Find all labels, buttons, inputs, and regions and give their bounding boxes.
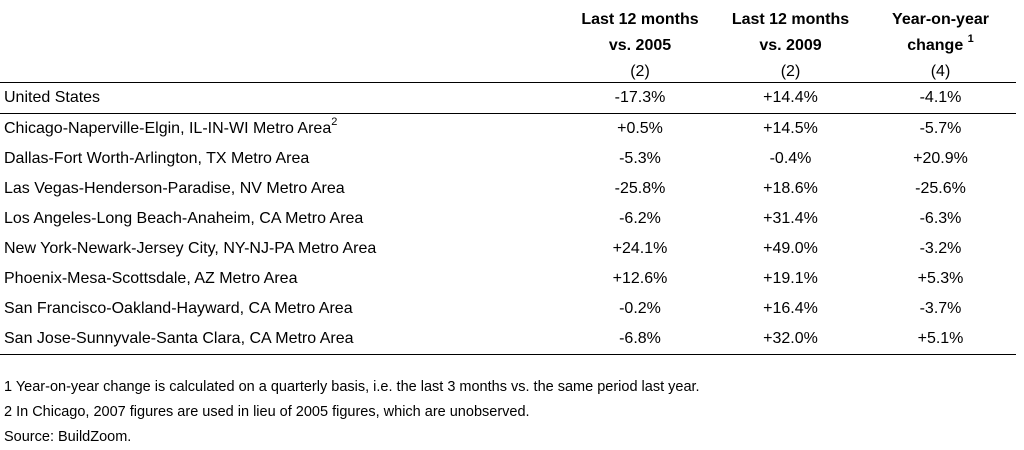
metro-label: San Jose-Sunnyvale-Santa Clara, CA Metro…	[0, 324, 564, 355]
header-col-c-footnote-marker: 1	[967, 32, 974, 45]
header-col-a-num: (2)	[564, 56, 716, 83]
metro-value-c: -3.2%	[919, 240, 962, 257]
header-col-c-line2-cell: change 1	[865, 30, 1016, 56]
footnotes: 1 Year-on-year change is calculated on a…	[4, 375, 700, 450]
metro-value-c: -25.6%	[915, 180, 966, 197]
header-label-spacer-3	[0, 56, 564, 83]
metro-value-a: -6.8%	[564, 324, 716, 355]
header-label-spacer-2	[0, 30, 564, 56]
header-col-c-line1: Year-on-year	[892, 11, 989, 28]
metro-value-a: -6.2%	[619, 210, 661, 227]
national-label: United States	[0, 82, 564, 114]
national-value-b: +14.4%	[716, 82, 865, 114]
header-col-b-line1: Last 12 months	[731, 11, 850, 28]
table-row: Las Vegas-Henderson-Paradise, NV Metro A…	[0, 174, 1016, 204]
table-row: Chicago-Naperville-Elgin, IL-IN-WI Metro…	[0, 114, 1016, 145]
table-row: New York-Newark-Jersey City, NY-NJ-PA Me…	[0, 234, 1016, 264]
metro-value-b: +19.1%	[763, 270, 818, 287]
source-note: Source: BuildZoom.	[4, 429, 132, 445]
metro-comparison-table: Last 12 months Last 12 months Year-on-ye…	[0, 0, 1016, 355]
table-body: United States -17.3% +14.4% -4.1% Chicag…	[0, 82, 1016, 355]
table-row: San Jose-Sunnyvale-Santa Clara, CA Metro…	[0, 324, 1016, 355]
metro-label: San Francisco-Oakland-Hayward, CA Metro …	[4, 300, 353, 317]
metro-label: Phoenix-Mesa-Scottsdale, AZ Metro Area	[4, 270, 298, 287]
table-row: Dallas-Fort Worth-Arlington, TX Metro Ar…	[0, 144, 1016, 174]
metro-value-a: -5.3%	[619, 150, 661, 167]
header-col-a-line1: Last 12 months	[581, 11, 699, 28]
metro-value-b: +49.0%	[763, 240, 818, 257]
metro-value-b: -0.4%	[769, 150, 812, 167]
metro-value-a: +0.5%	[617, 120, 663, 137]
table-row: Phoenix-Mesa-Scottsdale, AZ Metro Area +…	[0, 264, 1016, 294]
table-header: Last 12 months Last 12 months Year-on-ye…	[0, 0, 1016, 83]
header-col-c-line2: change	[907, 37, 964, 54]
header-col-a-line2: vs. 2005	[608, 37, 672, 54]
table-row: San Francisco-Oakland-Hayward, CA Metro …	[0, 294, 1016, 324]
header-label-spacer	[0, 0, 564, 30]
metro-label: Las Vegas-Henderson-Paradise, NV Metro A…	[4, 180, 345, 197]
header-col-b-num: (2)	[716, 56, 865, 83]
metro-value-a: -25.8%	[614, 180, 666, 197]
metro-value-a: +24.1%	[612, 240, 668, 257]
metro-value-c: +20.9%	[913, 150, 968, 167]
footnote-2: 2 In Chicago, 2007 figures are used in l…	[4, 404, 530, 420]
metro-label: Dallas-Fort Worth-Arlington, TX Metro Ar…	[4, 150, 310, 167]
national-value-c: -4.1%	[865, 82, 1016, 114]
metro-value-c: -5.7%	[919, 120, 962, 137]
metro-value-b: +16.4%	[763, 300, 818, 317]
metro-value-c: -3.7%	[919, 300, 962, 317]
metro-value-b: +31.4%	[763, 210, 818, 227]
header-col-b-line2: vs. 2009	[759, 37, 822, 54]
metro-value-a: -0.2%	[619, 300, 661, 317]
metro-label: Chicago-Naperville-Elgin, IL-IN-WI Metro…	[4, 120, 332, 137]
metro-footnote-marker: 2	[331, 115, 338, 128]
table-row-national: United States -17.3% +14.4% -4.1%	[0, 82, 1016, 114]
metro-label: Los Angeles-Long Beach-Anaheim, CA Metro…	[4, 210, 364, 227]
header-col-c-num: (4)	[865, 56, 1016, 83]
metro-label-cell: Chicago-Naperville-Elgin, IL-IN-WI Metro…	[0, 114, 564, 145]
metro-value-c: +5.1%	[865, 324, 1016, 355]
metro-value-b: +32.0%	[716, 324, 865, 355]
footnote-1: 1 Year-on-year change is calculated on a…	[4, 379, 700, 395]
metro-value-a: +12.6%	[612, 270, 668, 287]
metro-value-b: +18.6%	[763, 180, 818, 197]
metro-value-b: +14.5%	[763, 120, 818, 137]
metro-label: New York-Newark-Jersey City, NY-NJ-PA Me…	[4, 240, 377, 257]
national-value-a: -17.3%	[564, 82, 716, 114]
table-row: Los Angeles-Long Beach-Anaheim, CA Metro…	[0, 204, 1016, 234]
metro-value-c: +5.3%	[917, 270, 964, 287]
metro-value-c: -6.3%	[919, 210, 962, 227]
